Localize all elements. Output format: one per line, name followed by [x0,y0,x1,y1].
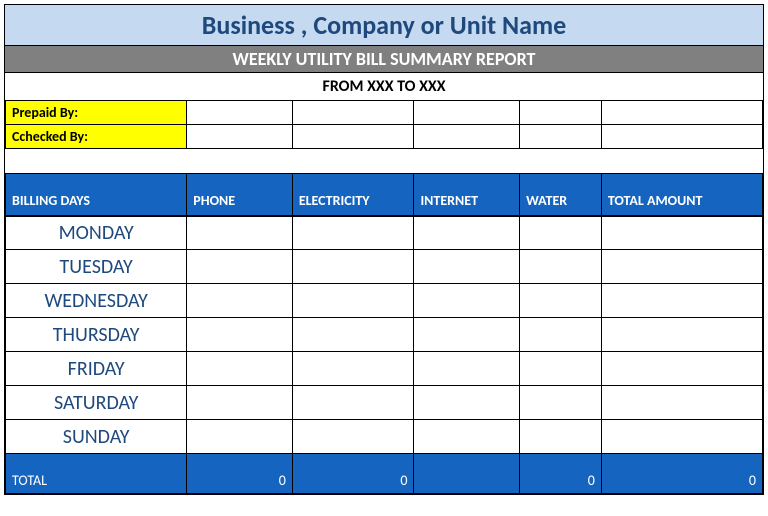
col-water: WATER [520,173,602,216]
empty-cell [601,101,762,125]
value-cell[interactable] [187,284,293,318]
value-cell[interactable] [520,216,602,250]
checked-by-label: Cchecked By: [6,125,187,149]
value-cell[interactable] [601,386,762,420]
checked-by-value[interactable] [187,125,293,149]
empty-cell [414,125,520,149]
value-cell[interactable] [601,318,762,352]
value-cell[interactable] [601,352,762,386]
table-row: THURSDAY [6,318,763,352]
total-amount: 0 [601,454,762,494]
value-cell[interactable] [520,352,602,386]
value-cell[interactable] [292,318,414,352]
value-cell[interactable] [601,284,762,318]
value-cell[interactable] [414,216,520,250]
empty-cell [520,101,602,125]
billing-table: BILLING DAYS PHONE ELECTRICITY INTERNET … [5,173,763,495]
table-row: MONDAY [6,216,763,250]
col-days: BILLING DAYS [6,173,187,216]
value-cell[interactable] [520,386,602,420]
value-cell[interactable] [187,420,293,454]
value-cell[interactable] [414,352,520,386]
report-title: WEEKLY UTILITY BILL SUMMARY REPORT [5,46,763,73]
value-cell[interactable] [601,216,762,250]
value-cell[interactable] [601,420,762,454]
value-cell[interactable] [292,250,414,284]
table-row: TUESDAY [6,250,763,284]
day-cell: THURSDAY [6,318,187,352]
empty-cell [601,125,762,149]
day-cell: WEDNESDAY [6,284,187,318]
value-cell[interactable] [292,420,414,454]
table-row: WEDNESDAY [6,284,763,318]
value-cell[interactable] [187,352,293,386]
value-cell[interactable] [292,216,414,250]
value-cell[interactable] [187,318,293,352]
value-cell[interactable] [187,386,293,420]
date-range: FROM XXX TO XXX [5,73,763,100]
value-cell[interactable] [292,386,414,420]
value-cell[interactable] [292,284,414,318]
meta-table: Prepaid By: Cchecked By: [5,100,763,173]
col-phone: PHONE [187,173,293,216]
value-cell[interactable] [187,216,293,250]
table-row: SATURDAY [6,386,763,420]
value-cell[interactable] [414,318,520,352]
total-label: TOTAL [6,454,187,494]
day-cell: SUNDAY [6,420,187,454]
col-total: TOTAL AMOUNT [601,173,762,216]
value-cell[interactable] [414,250,520,284]
value-cell[interactable] [414,420,520,454]
empty-cell [292,101,413,125]
spacer-row [6,149,763,173]
col-electricity: ELECTRICITY [292,173,414,216]
day-cell: SATURDAY [6,386,187,420]
day-cell: FRIDAY [6,352,187,386]
table-row: FRIDAY [6,352,763,386]
value-cell[interactable] [520,284,602,318]
col-internet: INTERNET [414,173,520,216]
day-cell: TUESDAY [6,250,187,284]
value-cell[interactable] [414,284,520,318]
total-phone: 0 [187,454,293,494]
day-cell: MONDAY [6,216,187,250]
table-row: SUNDAY [6,420,763,454]
total-internet [414,454,520,494]
total-row: TOTAL 0 0 0 0 [6,454,763,494]
checked-row: Cchecked By: [6,125,763,149]
prepaid-row: Prepaid By: [6,101,763,125]
value-cell[interactable] [520,420,602,454]
value-cell[interactable] [601,250,762,284]
value-cell[interactable] [520,250,602,284]
empty-cell [520,125,602,149]
report-sheet: Business , Company or Unit Name WEEKLY U… [4,4,764,495]
empty-cell [414,101,520,125]
prepaid-by-label: Prepaid By: [6,101,187,125]
header-row: BILLING DAYS PHONE ELECTRICITY INTERNET … [6,173,763,216]
total-water: 0 [520,454,602,494]
empty-cell [292,125,413,149]
value-cell[interactable] [292,352,414,386]
total-electricity: 0 [292,454,414,494]
value-cell[interactable] [414,386,520,420]
value-cell[interactable] [187,250,293,284]
value-cell[interactable] [520,318,602,352]
prepaid-by-value[interactable] [187,101,293,125]
company-name: Business , Company or Unit Name [5,5,763,46]
